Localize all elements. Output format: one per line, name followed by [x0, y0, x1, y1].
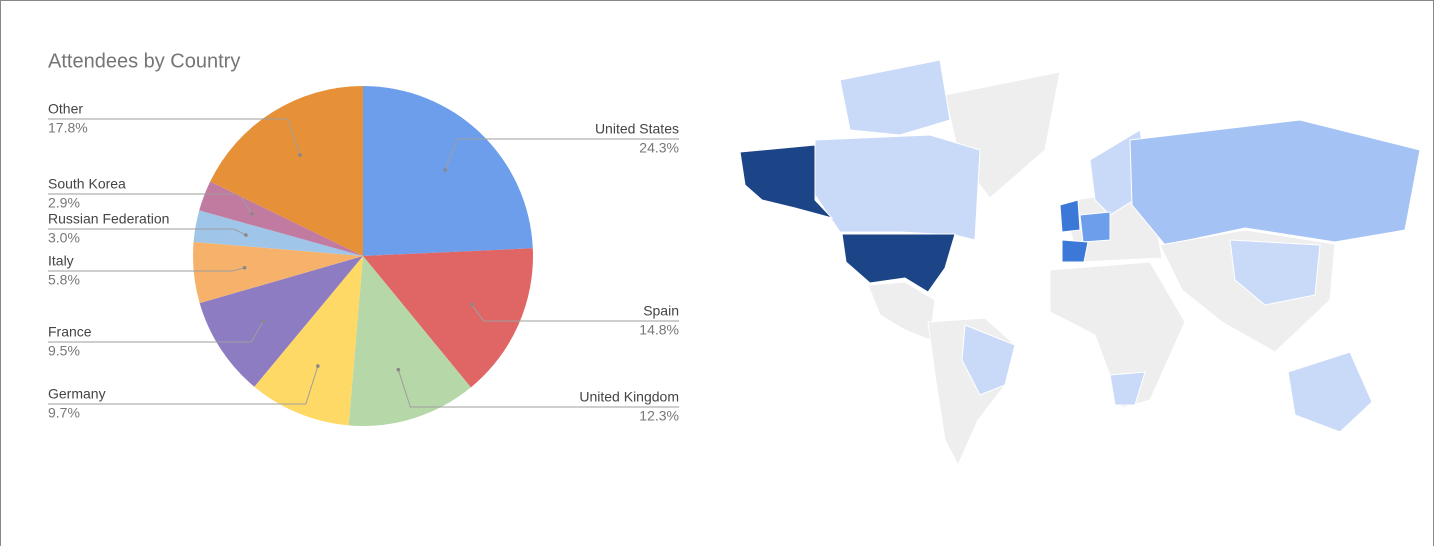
pie-slice: [254, 256, 363, 426]
australia: [1287, 351, 1373, 433]
slice-value: 9.7%: [48, 405, 80, 421]
usa: [841, 233, 956, 293]
uk: [1059, 199, 1081, 233]
arctic-canada: [839, 59, 951, 136]
leader-line: [48, 365, 319, 405]
leader-dot: [396, 367, 401, 372]
slice-value: 5.8%: [48, 272, 80, 288]
leader-dot: [242, 265, 247, 270]
slice-label: Russian Federation: [48, 211, 169, 227]
pie-slice: [199, 256, 363, 387]
slice-label: United Kingdom: [579, 389, 679, 405]
slice-value: 9.5%: [48, 343, 80, 359]
spain: [1061, 239, 1089, 263]
africa: [1049, 261, 1186, 409]
slice-label: Other: [48, 101, 83, 117]
leader-line: [48, 228, 247, 236]
pie-slice: [199, 181, 363, 256]
slice-label: Germany: [48, 386, 106, 402]
slice-label: Spain: [643, 303, 679, 319]
chart-title: Attendees by Country: [48, 50, 240, 72]
leader-line: [471, 304, 679, 322]
pie-slice: [363, 86, 533, 256]
pie-slice: [348, 256, 471, 426]
slice-value: 2.9%: [48, 195, 80, 211]
russia: [1129, 119, 1421, 246]
leader-dot: [298, 153, 302, 157]
canada: [814, 134, 981, 241]
leader-dot: [261, 319, 266, 323]
brazil: [961, 324, 1016, 396]
slice-label: South Korea: [48, 176, 126, 192]
slice-value: 3.0%: [48, 230, 80, 246]
slice-value: 12.3%: [639, 408, 679, 424]
leader-line: [48, 320, 264, 343]
china: [1229, 239, 1321, 306]
leader-dot: [443, 168, 448, 172]
leader-dot: [316, 364, 320, 368]
slice-value: 24.3%: [639, 140, 679, 156]
south-africa: [1109, 371, 1146, 406]
pie-slice: [193, 210, 363, 256]
alaska: [739, 144, 834, 219]
slice-label: United States: [595, 121, 679, 137]
pie-slice: [363, 248, 533, 388]
slice-label: France: [48, 324, 92, 340]
leader-line: [48, 118, 301, 156]
slice-value: 14.8%: [639, 322, 679, 338]
leader-line: [444, 138, 679, 171]
leader-line: [48, 267, 245, 272]
leader-line: [397, 369, 679, 408]
world-map: [739, 59, 1421, 467]
pie-slice: [193, 241, 363, 304]
slice-label: Italy: [48, 253, 74, 269]
leader-dot: [469, 302, 474, 307]
leader-dot: [249, 212, 254, 216]
pie-slice: [210, 86, 363, 256]
france-germany: [1079, 211, 1111, 243]
leader-dot: [244, 233, 248, 237]
slice-value: 17.8%: [48, 120, 88, 136]
